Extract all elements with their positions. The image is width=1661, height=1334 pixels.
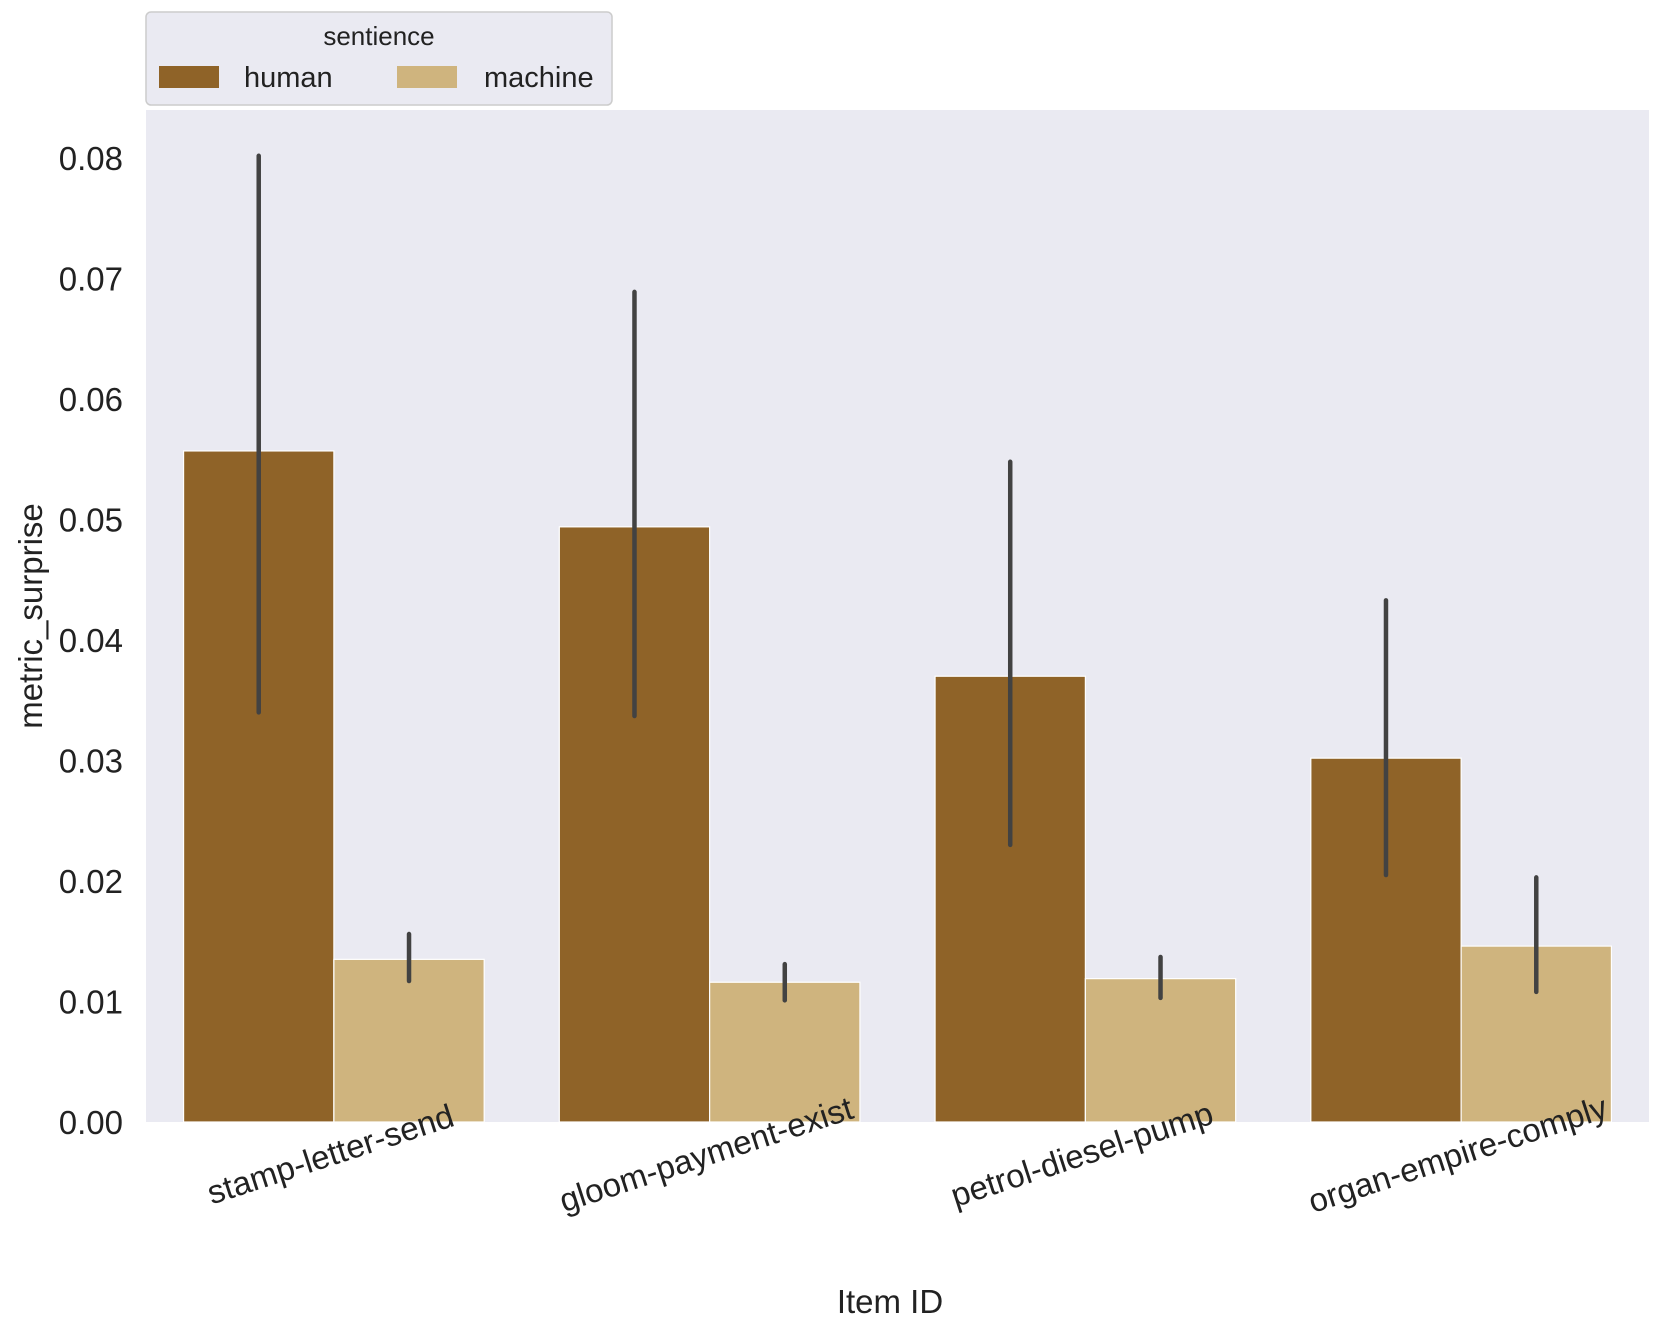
legend-swatch-human	[159, 66, 219, 88]
y-tick-label: 0.08	[59, 140, 123, 177]
y-tick-label: 0.04	[59, 622, 123, 659]
bar-machine-1	[333, 958, 485, 1123]
y-tick-label: 0.07	[59, 261, 123, 298]
y-tick-label: 0.01	[59, 984, 123, 1021]
y-tick-label: 0.02	[59, 863, 123, 900]
y-axis-ticks: 0.00 0.01 0.02 0.03 0.04 0.05 0.06 0.07 0.08	[59, 140, 123, 1141]
y-tick-label: 0.06	[59, 381, 123, 418]
legend-title: sentience	[323, 21, 434, 51]
y-tick-label: 0.00	[59, 1104, 123, 1141]
bar-machine-3	[1084, 978, 1237, 1123]
x-axis-label: Item ID	[837, 1283, 943, 1320]
bar-machine-2	[709, 981, 861, 1123]
y-tick-label: 0.05	[59, 502, 123, 539]
legend-swatch-machine	[397, 66, 457, 88]
legend-label-human: human	[244, 62, 333, 94]
legend-label-machine: machine	[484, 62, 594, 94]
y-tick-label: 0.03	[59, 743, 123, 780]
legend-box	[145, 11, 613, 106]
y-axis-label: metric_surprise	[12, 503, 49, 729]
errorbars-group	[256, 153, 1539, 1003]
legend: sentience human machine	[145, 11, 613, 106]
